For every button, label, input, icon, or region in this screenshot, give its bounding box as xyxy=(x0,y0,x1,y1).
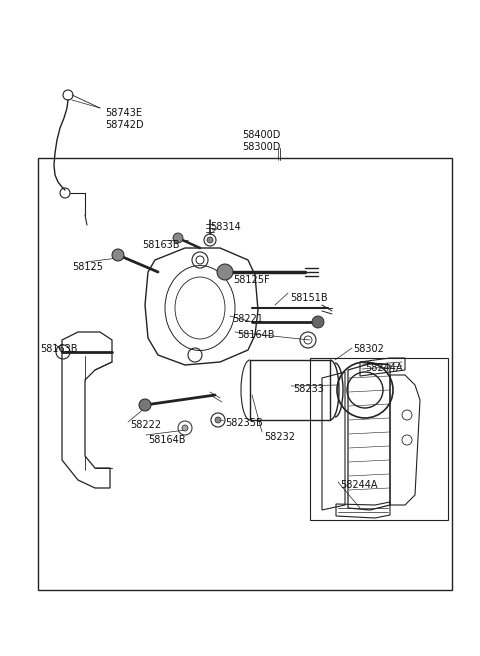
Circle shape xyxy=(182,425,188,431)
Text: 58302: 58302 xyxy=(353,344,384,354)
Text: 58222: 58222 xyxy=(130,420,161,430)
Text: 58125F: 58125F xyxy=(233,275,270,285)
Text: 58235B: 58235B xyxy=(225,418,263,428)
Circle shape xyxy=(215,417,221,423)
Circle shape xyxy=(217,264,233,280)
Text: 58164B: 58164B xyxy=(148,435,185,445)
Circle shape xyxy=(112,249,124,261)
Text: 58221: 58221 xyxy=(232,314,263,324)
Text: 58743E
58742D: 58743E 58742D xyxy=(105,108,144,130)
Circle shape xyxy=(312,316,324,328)
Text: 58400D
58300D: 58400D 58300D xyxy=(242,130,280,152)
Text: 58151B: 58151B xyxy=(290,293,328,303)
Text: 58163B: 58163B xyxy=(40,344,77,354)
Circle shape xyxy=(173,233,183,243)
Text: 58163B: 58163B xyxy=(142,240,180,250)
Text: 58244A: 58244A xyxy=(365,363,403,373)
Text: 58232: 58232 xyxy=(264,432,295,442)
Text: 58314: 58314 xyxy=(210,222,241,232)
Circle shape xyxy=(207,237,213,243)
Text: 58125: 58125 xyxy=(72,262,103,272)
Text: 58233: 58233 xyxy=(293,384,324,394)
Circle shape xyxy=(139,399,151,411)
Text: 58164B: 58164B xyxy=(237,330,275,340)
Text: 58244A: 58244A xyxy=(340,480,377,490)
